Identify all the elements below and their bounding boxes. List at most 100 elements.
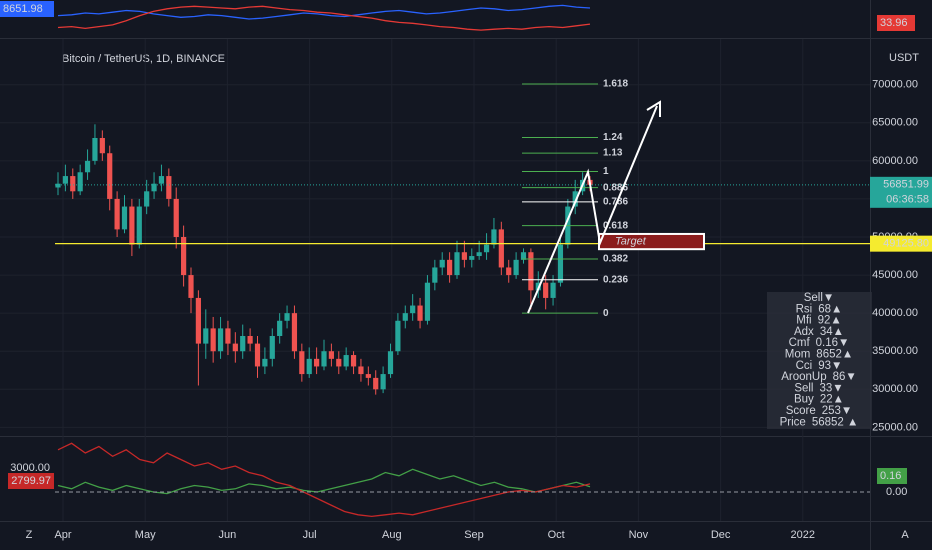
table-row: Rsi 68▲ [796, 303, 843, 315]
x-tick-label: 2022 [791, 529, 815, 541]
x-tick-label: Nov [629, 529, 649, 541]
indicator-line [57, 4, 591, 20]
table-cell: 34▲ [820, 326, 844, 338]
x-tick-label: Aug [382, 529, 402, 541]
candle-body [92, 138, 98, 161]
candle-body [454, 252, 460, 276]
x-tick-label: Dec [711, 529, 731, 541]
left-tag-bg [8, 473, 54, 489]
fib-label: 0.382 [603, 254, 628, 265]
candle-body [181, 237, 187, 276]
y-tick-label: 45000.00 [872, 269, 918, 281]
table-cell: Sell▼ [804, 292, 835, 304]
x-tick-label: Jul [303, 529, 317, 541]
arrow-head [646, 100, 661, 117]
table-cell: 92▲ [818, 315, 842, 327]
target-label: Target [615, 235, 647, 247]
fib-label: 0.886 [603, 182, 628, 193]
left-tag: 8651.98 [3, 3, 43, 15]
candle-body [491, 229, 497, 245]
candle-body [121, 206, 128, 230]
timezone-icon[interactable]: Z [26, 529, 33, 541]
candle-body [380, 374, 386, 390]
table-cell: Adx [794, 326, 814, 338]
table-cell: Cci [796, 360, 813, 372]
table-cell: Score [786, 405, 816, 417]
table-row: Cci 93▼ [796, 360, 843, 372]
candle-body [506, 267, 512, 276]
table-cell: Cmf [789, 337, 811, 349]
table-cell: Rsi [796, 303, 813, 315]
candle-body [99, 138, 105, 154]
table-cell: Price [780, 416, 806, 428]
y-tick-label: 35000.00 [872, 345, 918, 357]
table-cell: Mfi [796, 315, 811, 327]
candle-body [225, 328, 231, 344]
candle-body [410, 305, 416, 314]
fib-label: 1.24 [603, 132, 623, 143]
candle-body [321, 351, 327, 367]
table-cell: Buy [794, 394, 814, 406]
signal-table-bg [767, 292, 872, 429]
right-tag: 0.16 [880, 470, 901, 482]
candle-body [203, 328, 209, 344]
candle-body [107, 153, 113, 199]
currency: USDT [889, 52, 919, 64]
fib-label: 0.618 [603, 220, 628, 231]
candle-body [77, 172, 83, 192]
candle-body [136, 206, 142, 245]
candle-body [195, 297, 201, 344]
candle-body [365, 374, 371, 378]
candle-body [129, 206, 135, 245]
candle-body [55, 183, 61, 188]
table-row: Buy 22▲ [794, 394, 844, 406]
candle-body [173, 198, 179, 237]
candle-body [513, 259, 519, 276]
indicator-line [57, 468, 591, 495]
y-tick-label: 65000.00 [872, 117, 918, 129]
fib-label: 0 [603, 308, 609, 319]
candle-body [417, 305, 423, 321]
candle-body [84, 160, 91, 173]
x-tick-label: Oct [548, 529, 565, 541]
candle-body [306, 358, 312, 375]
candle-body [299, 351, 305, 375]
candle-body [114, 198, 120, 230]
candle-body [269, 336, 275, 359]
chart-title: Bitcoin / TetherUS, 1D, BINANCE [62, 53, 225, 65]
table-cell: 93▼ [818, 360, 842, 372]
x-tick-label: May [135, 529, 156, 541]
candle-body [387, 351, 394, 375]
candle-body [188, 275, 194, 298]
table-row: AroonUp 86▼ [781, 371, 857, 383]
candle-body [432, 267, 438, 283]
x-tick-label: Jun [219, 529, 237, 541]
candle-body [70, 176, 76, 192]
last-price: 56851.99 [883, 179, 929, 191]
candle-body [217, 328, 224, 352]
right-tag-bg [877, 468, 907, 484]
last-price-bg [870, 176, 932, 208]
left-tag: 2799.97 [11, 475, 51, 487]
table-cell: Mom [785, 349, 811, 361]
candle-body [557, 244, 564, 283]
y-tick-label: 25000.00 [872, 421, 918, 433]
table-row: Score 253▼ [786, 405, 853, 417]
candle-body [447, 259, 453, 276]
candle-body [373, 377, 379, 390]
fib-label: 0.786 [603, 196, 628, 207]
support-tag-bg [870, 235, 932, 252]
table-cell: 8652▲ [816, 349, 853, 361]
table-cell: 253▼ [822, 405, 853, 417]
candle-body [550, 282, 556, 298]
auto-scale-button[interactable]: A [901, 529, 909, 541]
table-row: Mom 8652▲ [785, 349, 854, 361]
candle-body [543, 282, 549, 298]
candle-body [62, 176, 68, 184]
right-tag: 33.96 [880, 17, 908, 29]
table-cell: AroonUp [781, 371, 826, 383]
candle-body [520, 252, 527, 260]
table-cell: 22▲ [820, 394, 844, 406]
